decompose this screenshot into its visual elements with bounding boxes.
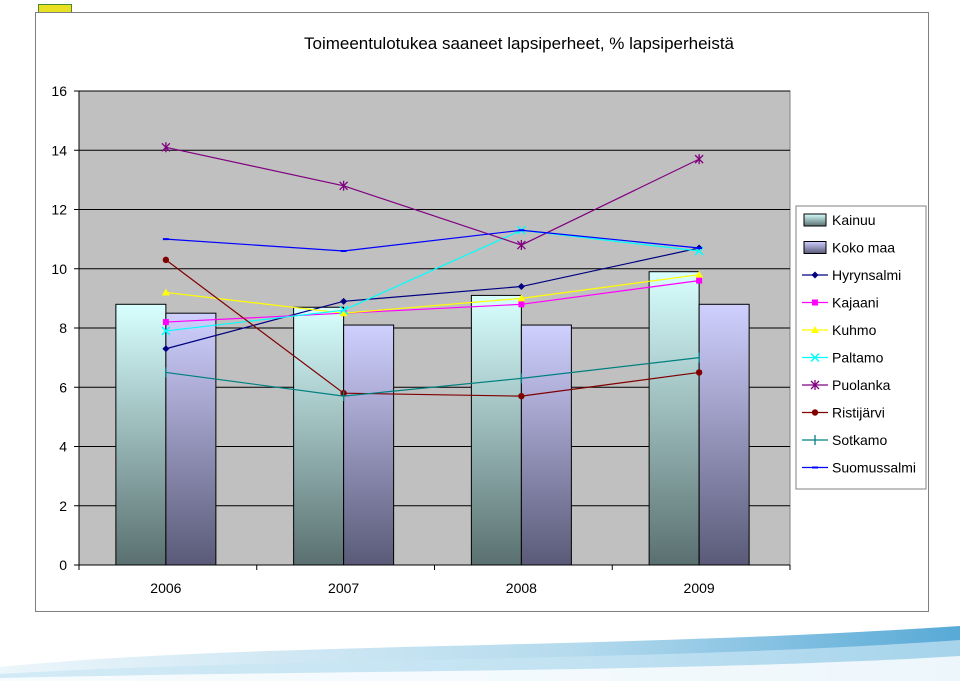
bar-koko-maa-2007 (343, 324, 395, 566)
y-tick-label: 4 (59, 439, 67, 455)
x-tick-label: 2008 (506, 580, 537, 596)
point-hyrynsalmi-2008 (517, 283, 525, 291)
point-kuhmo-2006 (161, 288, 170, 296)
point-paltamo-2007 (339, 305, 349, 315)
line-suomussalmi (165, 229, 700, 252)
legend-label-kajaani: Kajaani (832, 295, 879, 311)
point-kajaani-2006 (162, 319, 169, 326)
bar-koko-maa-2008 (520, 324, 572, 566)
legend-swatch-kainuu (803, 213, 827, 227)
point-hyrynsalmi-2006 (162, 345, 170, 353)
legend (795, 205, 927, 490)
line-paltamo (165, 229, 700, 332)
legend-label-suomussalmi: Suomussalmi (832, 460, 916, 476)
legend-marker-kajaani (812, 299, 818, 306)
point-kuhmo-2007 (339, 309, 348, 317)
point-puolanka-2007 (339, 180, 349, 191)
legend-marker-paltamo (810, 352, 820, 363)
line-ristijarvi (165, 259, 700, 397)
y-tick-label: 10 (51, 261, 67, 277)
point-ristijarvi-2006 (162, 256, 170, 264)
legend-marker-kuhmo (811, 326, 819, 333)
line-kajaani (165, 280, 700, 323)
y-tick-label: 6 (59, 379, 67, 395)
legend-label-hyrynsalmi: Hyrynsalmi (832, 267, 901, 283)
chart-frame: Toimeentulotukea saaneet lapsiperheet, %… (35, 12, 929, 612)
point-kuhmo-2008 (517, 294, 526, 302)
y-tick-label: 12 (51, 202, 67, 218)
legend-label-paltamo: Paltamo (832, 350, 884, 366)
y-tick-label: 8 (59, 320, 67, 336)
legend-marker-puolanka (810, 380, 820, 390)
legend-swatch-koko-maa (803, 241, 827, 254)
point-kuhmo-2009 (695, 270, 704, 278)
legend-label-koko-maa: Koko maa (832, 240, 895, 256)
x-tick-label: 2009 (684, 580, 715, 596)
line-sotkamo (165, 357, 700, 397)
y-tick-label: 2 (59, 498, 67, 514)
point-paltamo-2006 (161, 326, 171, 336)
point-kajaani-2008 (518, 301, 525, 308)
legend-label-kuhmo: Kuhmo (832, 322, 877, 338)
point-ristijarvi-2009 (695, 369, 703, 376)
legend-label-ristijarvi: Ristijärvi (832, 405, 885, 421)
chart: Toimeentulotukea saaneet lapsiperheet, %… (51, 34, 927, 596)
legend-marker-ristijarvi (811, 409, 819, 416)
legend-marker-hyrynsalmi (811, 271, 819, 279)
bar-koko-maa-2006 (165, 312, 217, 566)
bar-kainuu-2008 (470, 294, 522, 566)
line-puolanka (165, 146, 700, 246)
x-tick-label: 2007 (328, 580, 359, 596)
bar-kainuu-2009 (648, 271, 700, 566)
bar-kainuu-2007 (293, 306, 345, 566)
point-hyrynsalmi-2007 (340, 297, 348, 305)
point-puolanka-2008 (516, 240, 526, 251)
y-tick-label: 0 (59, 557, 67, 573)
point-puolanka-2006 (161, 142, 171, 153)
bar-kainuu-2006 (115, 303, 167, 566)
footer-wave (0, 626, 960, 681)
point-kajaani-2009 (696, 277, 703, 284)
bar-koko-maa-2009 (698, 303, 750, 566)
line-hyrynsalmi (165, 247, 700, 350)
legend-label-kainuu: Kainuu (832, 212, 876, 228)
y-tick-label: 14 (51, 142, 67, 158)
chart-title: Toimeentulotukea saaneet lapsiperheet, %… (304, 34, 735, 53)
x-tick-label: 2006 (150, 580, 181, 596)
point-puolanka-2009 (694, 154, 704, 165)
y-tick-label: 16 (51, 83, 67, 99)
legend-label-puolanka: Puolanka (832, 377, 891, 393)
legend-label-sotkamo: Sotkamo (832, 432, 887, 448)
point-ristijarvi-2008 (518, 392, 525, 400)
line-kuhmo (165, 274, 700, 314)
